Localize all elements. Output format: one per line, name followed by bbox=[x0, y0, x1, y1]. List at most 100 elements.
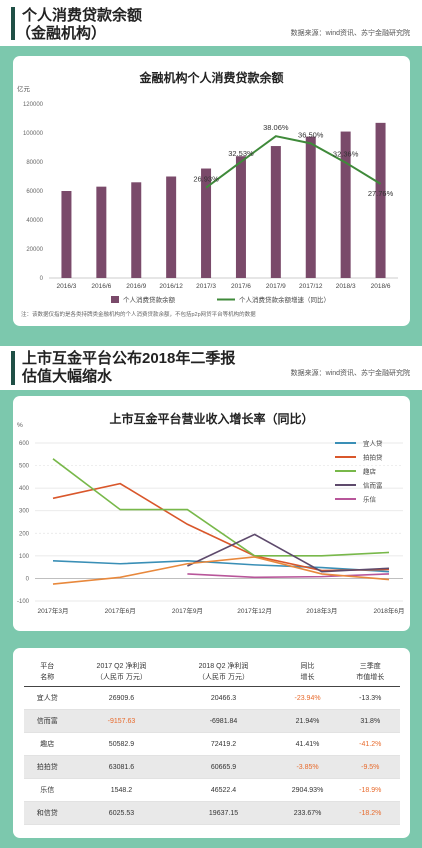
table-row: 乐信 1548.2 46522.4 2904.93% -18.9% bbox=[24, 778, 400, 802]
table-cell: 拍拍贷 bbox=[24, 755, 71, 779]
chart1-bar bbox=[96, 186, 107, 278]
table-cell: 233.67% bbox=[274, 801, 341, 825]
table-header-cell: 同比 增长 bbox=[274, 658, 341, 687]
section2-header: 上市互金平台公布2018年二季报 估值大幅缩水 数据来源：wind资讯、苏宁金融… bbox=[0, 346, 422, 390]
table-header-cell: 三季度 市值增长 bbox=[340, 658, 400, 687]
chart1-data-label: 26.93% bbox=[193, 175, 219, 184]
chart1-growth-line bbox=[205, 135, 382, 189]
chart1-data-label: 32.53% bbox=[228, 149, 254, 158]
chart2-legend-label: 宜人贷 bbox=[363, 439, 383, 448]
table-cell: 2904.93% bbox=[274, 778, 341, 802]
chart2-xtick-label: 2017年9月 bbox=[172, 606, 203, 615]
chart2-series-line bbox=[52, 458, 390, 557]
chart1-bar bbox=[235, 156, 246, 278]
table-header-line2: 名称 bbox=[40, 674, 55, 681]
table-cell: 26909.6 bbox=[70, 686, 173, 710]
table-cell: 19637.15 bbox=[172, 801, 275, 825]
section2-title-line2: 估值大幅缩水 bbox=[22, 368, 113, 385]
table-cell: 信而富 bbox=[24, 709, 71, 733]
chart1-xtick-label: 2017/9 bbox=[266, 283, 286, 290]
chart2-ytick-label: 300 bbox=[19, 509, 30, 515]
chart1-xtick-label: 2017/12 bbox=[299, 283, 323, 290]
chart1-ytick-label: 80000 bbox=[26, 160, 43, 166]
chart2-legend-label: 信而富 bbox=[363, 481, 383, 490]
chart1-note: 注：该数据仅指的是各类持牌类金融机构的个人消费贷款余额，不包括p2p网贷平台等机… bbox=[21, 312, 256, 318]
table-cell: 6025.53 bbox=[70, 801, 173, 825]
chart1-ytick-label: 20000 bbox=[26, 247, 43, 253]
chart2-series-line bbox=[52, 560, 390, 573]
table-cell: 20466.3 bbox=[172, 686, 275, 710]
table-cell: 41.41% bbox=[274, 732, 341, 756]
chart2-xtick-label: 2018年3月 bbox=[306, 606, 337, 615]
table-cell: -9157.63 bbox=[70, 709, 173, 733]
chart2-title: 上市互金平台营业收入增长率（同比） bbox=[109, 412, 314, 426]
chart1-title: 金融机构个人消费贷款余额 bbox=[139, 71, 284, 85]
table-cell: 乐信 bbox=[24, 778, 71, 802]
chart1-xtick-label: 2018/3 bbox=[336, 283, 356, 290]
table-header-line2: 增长 bbox=[300, 674, 315, 681]
table-header-cell: 2018 Q2 净利润 （人民币 万元） bbox=[172, 658, 275, 687]
table-cell: 和信贷 bbox=[24, 801, 71, 825]
chart1-bar bbox=[270, 146, 281, 278]
chart1-ytick-label: 0 bbox=[40, 276, 44, 282]
chart2-xtick-label: 2018年6月 bbox=[373, 606, 404, 615]
table-cell: 趣店 bbox=[24, 732, 71, 756]
table-cell: 1548.2 bbox=[70, 778, 173, 802]
chart2-legend-label: 拍拍贷 bbox=[363, 453, 383, 462]
table-header-line1: 2017 Q2 净利润 bbox=[96, 663, 147, 670]
table-header-cell: 平台 名称 bbox=[24, 658, 71, 687]
table-row: 宜人贷 26909.6 20466.3 -23.94% -13.3% bbox=[24, 686, 400, 710]
chart2-ylabel: % bbox=[17, 422, 23, 429]
chart2-series-line bbox=[52, 556, 390, 585]
chart1-xtick-label: 2017/3 bbox=[196, 283, 216, 290]
table-header-line1: 平台 bbox=[40, 663, 55, 670]
chart1-xtick-label: 2016/3 bbox=[57, 283, 77, 290]
table-header-line1: 三季度 bbox=[359, 663, 381, 670]
chart1-svg: 亿元 0 20000 40000 60000 80000 100000 120000 2016/… bbox=[17, 84, 398, 304]
chart1-xtick-label: 2017/6 bbox=[231, 283, 251, 290]
chart1-ytick-label: 120000 bbox=[23, 102, 44, 108]
chart2-ytick-label: 500 bbox=[19, 464, 30, 470]
chart2-xtick-label: 2017年6月 bbox=[105, 606, 136, 615]
chart2-svg: % -100 0 100 200 300 400 500 600 2017年3月 2017年6月 20… bbox=[17, 422, 405, 615]
table-row: 和信贷 6025.53 19637.15 233.67% -18.2% bbox=[24, 801, 400, 825]
chart1-bar bbox=[340, 131, 351, 278]
chart1-xtick-label: 2016/12 bbox=[159, 283, 183, 290]
chart1-ylabel: 亿元 bbox=[17, 84, 31, 93]
chart2-ytick-label: 0 bbox=[26, 576, 30, 582]
table-cell: 72419.2 bbox=[172, 732, 275, 756]
section2-title-line1: 上市互金平台公布2018年二季报 bbox=[22, 350, 236, 367]
table-cell: 50582.9 bbox=[70, 732, 173, 756]
chart2-ytick-label: -100 bbox=[17, 599, 30, 605]
table-header-line2: （人民币 万元） bbox=[198, 674, 249, 681]
table-cell: -6981.84 bbox=[172, 709, 275, 733]
table-body: 宜人贷 26909.6 20466.3 -23.94% -13.3% 信而富 -9157.6… bbox=[24, 686, 400, 825]
table-header-line1: 2018 Q2 净利润 bbox=[198, 663, 249, 670]
chart2-xtick-label: 2017年12月 bbox=[237, 606, 272, 615]
table-cell: 63081.6 bbox=[70, 755, 173, 779]
table-cell: -18.9% bbox=[340, 778, 400, 802]
table-row: 信而富 -9157.63 -6981.84 21.94% 31.8% bbox=[24, 709, 400, 733]
chart1-ytick-label: 100000 bbox=[23, 131, 44, 137]
chart1-data-label: 36.50% bbox=[298, 130, 324, 139]
chart1-ytick-label: 40000 bbox=[26, 218, 43, 224]
section1-title-line2: （金融机构） bbox=[16, 25, 107, 42]
table-row: 拍拍贷 63081.6 60665.9 -3.85% -9.5% bbox=[24, 755, 400, 779]
table-header-line1: 同比 bbox=[300, 663, 315, 670]
table-cell: -13.3% bbox=[340, 686, 400, 710]
chart1-legend-bar-label: 个人消费贷款余额 bbox=[123, 295, 176, 304]
table-cell: 31.8% bbox=[340, 709, 400, 733]
chart1-bar bbox=[201, 168, 212, 278]
table-header-row: 平台名称 2017 Q2 净利润 （人民币 万元） 2018 Q2 净利润 （人民币 万… bbox=[24, 658, 400, 687]
section1-title-line1: 个人消费贷款余额 bbox=[22, 7, 143, 24]
chart1-bar bbox=[131, 182, 142, 278]
chart2-xtick-label: 2017年3月 bbox=[37, 606, 68, 615]
table-cell: -23.94% bbox=[274, 686, 341, 710]
chart1-xtick-label: 2016/9 bbox=[126, 283, 146, 290]
chart2-ytick-label: 400 bbox=[19, 486, 30, 492]
chart1-legend-line-label: 个人消费贷款余额增速（同比） bbox=[239, 295, 330, 304]
chart1-bar bbox=[166, 176, 177, 278]
section1-source: 数据来源：wind资讯、苏宁金融研究院 bbox=[290, 30, 410, 37]
section2-accent-bar bbox=[11, 351, 15, 385]
chart1-xtick-label: 2018/6 bbox=[371, 283, 391, 290]
